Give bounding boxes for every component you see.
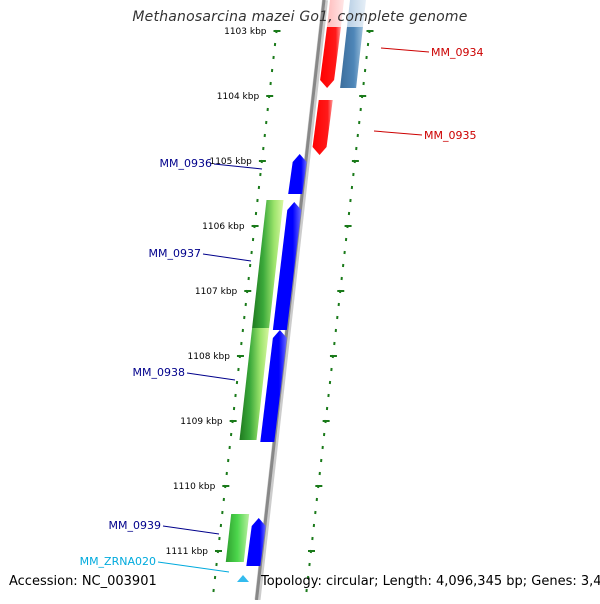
genome-title: Methanosarcina mazei Go1, complete genom…: [0, 9, 600, 25]
genome-summary-text: Topology: circular; Length: 4,096,345 bp…: [261, 574, 600, 589]
scale-tick-label: 1106 kbp: [202, 222, 245, 232]
gene-label-mm-0935[interactable]: MM_0935: [424, 129, 476, 142]
gene-label-leader-mm-0938: [187, 373, 235, 380]
gene-label-leader-mm-zrna020: [158, 562, 229, 572]
scale-tick-label: 1110 kbp: [173, 482, 216, 492]
scale-tick-label: 1109 kbp: [180, 417, 223, 427]
gene-label-mm-0937[interactable]: MM_0937: [149, 247, 201, 260]
gene-label-mm-0939[interactable]: MM_0939: [109, 519, 161, 532]
gene-mm-0934-partner[interactable]: [340, 27, 363, 88]
gene-label-mm-0936[interactable]: MM_0936: [160, 157, 212, 170]
scale-tick-label: 1107 kbp: [195, 287, 238, 297]
scale-tick-label: 1104 kbp: [217, 92, 260, 102]
scale-tick-label: 1111 kbp: [166, 547, 209, 557]
gene-label-leader-mm-0934: [381, 48, 429, 52]
scale-tick-label: 1108 kbp: [188, 352, 231, 362]
gene-mm-zrna020-arrow[interactable]: [237, 575, 249, 582]
gene-mm-0939-partner[interactable]: [226, 514, 249, 562]
gene-label-leader-mm-0935: [374, 131, 422, 135]
gene-label-mm-0934[interactable]: MM_0934: [431, 46, 483, 59]
gene-label-leader-mm-0937: [203, 254, 251, 261]
accession-text: Accession: NC_003901: [9, 574, 157, 589]
gene-label-mm-zrna020[interactable]: MM_ZRNA020: [80, 555, 156, 568]
scale-tick-label: 1103 kbp: [224, 27, 267, 37]
gene-label-leader-mm-0939: [163, 526, 219, 534]
gene-label-mm-0938[interactable]: MM_0938: [133, 366, 185, 379]
